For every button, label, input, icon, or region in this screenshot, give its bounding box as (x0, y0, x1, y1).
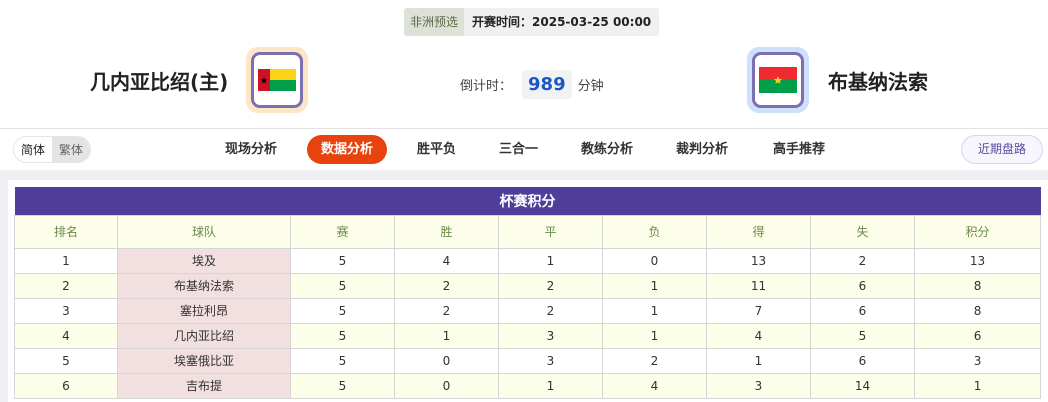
countdown-label: 倒计时： (460, 79, 513, 94)
nav-bar: 简体 繁体 现场分析 数据分析 胜平负 三合一 教练分析 裁判分析 高手推荐 近… (0, 128, 1048, 170)
stat-cell: 3 (498, 347, 603, 374)
table-row: 4 几内亚比绍 5 1 3 1 4 5 6 (14, 322, 1042, 349)
stat-cell: 2 (14, 272, 118, 299)
tab-live-analysis[interactable]: 现场分析 (225, 142, 278, 157)
stat-cell: 4 (394, 247, 499, 274)
stat-cell: 6 (14, 372, 118, 399)
stat-cell: 5 (810, 322, 915, 349)
stat-cell: 2 (602, 347, 707, 374)
stat-cell: 11 (706, 272, 811, 299)
standings-table: 杯赛积分 排名 球队赛胜平负得失积分 1 埃及 5 4 1 0 13 2 13 2 布基纳法索 5 2 2 1… (14, 187, 1042, 399)
team-cell[interactable]: 塞拉利昂 (117, 297, 291, 324)
stat-cell: 1 (14, 247, 118, 274)
stat-cell: 2 (394, 297, 499, 324)
competition-badge[interactable]: 非洲预选 (404, 8, 465, 36)
home-team-name[interactable]: 几内亚比绍(主) (90, 70, 229, 94)
stat-cell: 3 (706, 372, 811, 399)
table-row: 5 埃塞俄比亚 5 0 3 2 1 6 3 (14, 347, 1042, 374)
stat-cell: 5 (290, 247, 395, 274)
team-cell[interactable]: 埃塞俄比亚 (117, 347, 291, 374)
stat-cell: 6 (810, 272, 915, 299)
tab-referee-analysis[interactable]: 裁判分析 (676, 142, 729, 157)
home-team-logo[interactable] (246, 47, 308, 113)
stat-cell: 5 (290, 347, 395, 374)
stat-cell: 4 (602, 372, 707, 399)
stat-cell: 0 (602, 247, 707, 274)
guinea-bissau-flag-icon (258, 69, 296, 91)
table-row: 2 布基纳法索 5 2 2 1 11 6 8 (14, 272, 1042, 299)
column-header: 得 (706, 214, 811, 249)
away-team-name[interactable]: 布基纳法索 (828, 70, 928, 94)
language-toggle[interactable]: 简体 繁体 (13, 136, 92, 163)
column-header: 排名 (14, 214, 118, 249)
stat-cell: 0 (394, 347, 499, 374)
tab-win-draw-loss[interactable]: 胜平负 (417, 142, 457, 157)
stat-cell: 1 (394, 322, 499, 349)
stat-cell: 5 (290, 372, 395, 399)
table-row: 1 埃及 5 4 1 0 13 2 13 (14, 247, 1042, 274)
stat-cell: 0 (394, 372, 499, 399)
table-row: 6 吉布提 5 0 1 4 3 14 1 (14, 372, 1042, 399)
countdown-value: 989 (522, 70, 572, 99)
lang-traditional[interactable]: 繁体 (52, 137, 91, 162)
match-info: 非洲预选 开赛时间：2025-03-25 00:00 (404, 8, 660, 36)
lang-simplified[interactable]: 简体 (14, 137, 53, 162)
stat-cell: 5 (14, 347, 118, 374)
stat-cell: 6 (810, 297, 915, 324)
recent-form-button[interactable]: 近期盘路 (961, 135, 1043, 164)
team-cell[interactable]: 几内亚比绍 (117, 322, 291, 349)
stat-cell: 2 (498, 272, 603, 299)
stat-cell: 1 (602, 297, 707, 324)
stat-cell: 4 (706, 322, 811, 349)
stat-cell: 1 (706, 347, 811, 374)
team-cell[interactable]: 布基纳法索 (117, 272, 291, 299)
column-header: 球队 (117, 214, 291, 249)
stat-cell: 5 (290, 297, 395, 324)
stat-cell: 5 (290, 322, 395, 349)
tab-data-analysis[interactable]: 数据分析 (307, 135, 388, 164)
stat-cell: 13 (913, 247, 1042, 274)
standings-title: 杯赛积分 (14, 187, 1041, 215)
stat-cell: 4 (14, 322, 118, 349)
stat-cell: 3 (913, 347, 1042, 374)
away-team-logo[interactable] (747, 47, 809, 113)
stat-cell: 2 (394, 272, 499, 299)
stat-cell: 2 (810, 247, 915, 274)
stat-cell: 14 (810, 372, 915, 399)
stat-cell: 3 (498, 322, 603, 349)
column-header: 胜 (394, 214, 499, 249)
stat-cell: 13 (706, 247, 811, 274)
stat-cell: 2 (498, 297, 603, 324)
stat-cell: 6 (913, 322, 1042, 349)
team-cell[interactable]: 吉布提 (117, 372, 291, 399)
stat-cell: 5 (290, 272, 395, 299)
countdown: 倒计时： 989 分钟 (460, 70, 604, 99)
start-time: 开赛时间：2025-03-25 00:00 (472, 15, 652, 29)
stat-cell: 1 (602, 272, 707, 299)
table-row: 3 塞拉利昂 5 2 2 1 7 6 8 (14, 297, 1042, 324)
tab-expert-picks[interactable]: 高手推荐 (773, 142, 826, 157)
stat-cell: 1 (602, 322, 707, 349)
burkina-faso-flag-icon (759, 67, 797, 93)
column-header: 失 (810, 214, 915, 249)
column-header: 平 (498, 214, 603, 249)
tab-coach-analysis[interactable]: 教练分析 (581, 142, 634, 157)
stat-cell: 1 (498, 247, 603, 274)
column-header: 负 (602, 214, 707, 249)
stat-cell: 3 (14, 297, 118, 324)
column-header: 赛 (290, 214, 395, 249)
stat-cell: 8 (913, 297, 1042, 324)
countdown-unit: 分钟 (577, 79, 604, 94)
stat-cell: 8 (913, 272, 1042, 299)
stat-cell: 1 (498, 372, 603, 399)
column-header: 积分 (913, 214, 1042, 249)
team-cell[interactable]: 埃及 (117, 247, 291, 274)
stat-cell: 6 (810, 347, 915, 374)
stat-cell: 1 (913, 372, 1042, 399)
tab-three-in-one[interactable]: 三合一 (499, 142, 539, 157)
stat-cell: 7 (706, 297, 811, 324)
